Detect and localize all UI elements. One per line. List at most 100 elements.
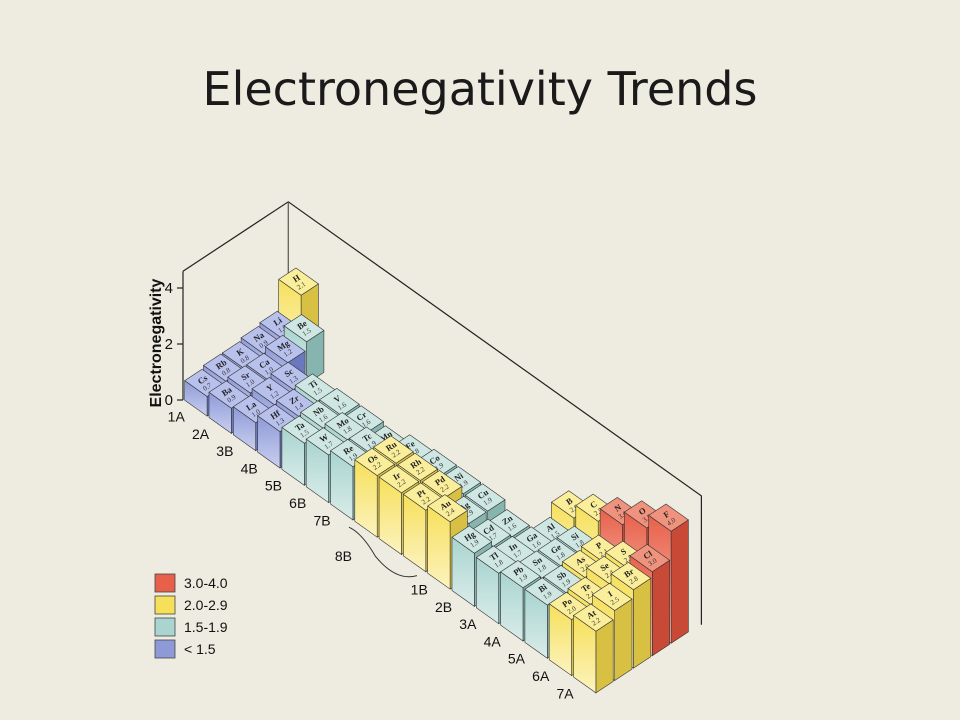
element-value: 1.3 — [288, 374, 300, 386]
element-value: 1.7 — [487, 531, 499, 543]
bar-side — [595, 619, 614, 694]
element-value: 2.1 — [585, 589, 597, 601]
bar-top — [283, 314, 325, 343]
element-value: 2.5 — [609, 595, 621, 607]
group-label: 6B — [289, 495, 306, 511]
group-label: 3A — [459, 616, 477, 632]
legend-label: < 1.5 — [184, 641, 216, 657]
bar-top — [278, 267, 319, 296]
bar-top — [629, 544, 671, 573]
element-value: 1.2 — [269, 389, 281, 401]
element-value: 3.0 — [647, 556, 659, 568]
element-symbol: H — [291, 272, 302, 284]
element-value: 2.0 — [566, 604, 578, 616]
element-symbol: N — [612, 501, 623, 513]
element-value: 1.8 — [574, 538, 586, 550]
bar-top — [373, 435, 414, 464]
bar-top — [354, 447, 396, 476]
element-value: 1.0 — [250, 407, 262, 419]
element-value: 1.8 — [493, 558, 505, 570]
element-value: 1.0 — [244, 377, 256, 389]
element-value: 1.8 — [536, 563, 548, 575]
y-axis-label: Electronegativity — [148, 278, 165, 407]
element-value: 4.0 — [665, 516, 677, 528]
slide-title: Electronegativity Trends — [202, 62, 758, 116]
element-value: 1.9 — [463, 508, 475, 520]
bar-top — [264, 334, 306, 363]
element-value: 1.9 — [458, 478, 470, 490]
element-value: 1.5 — [301, 326, 313, 338]
group-label: 3B — [216, 443, 233, 459]
bar-side — [633, 577, 652, 669]
element-value: 2.2 — [371, 460, 383, 472]
y-tick-label: 0 — [165, 392, 173, 409]
element-value: 2.2 — [590, 616, 602, 628]
element-value: 2.4 — [604, 568, 616, 580]
element-symbol: P — [594, 540, 604, 551]
element-symbol: S — [619, 546, 629, 557]
group-label: 7A — [556, 685, 574, 701]
element-value: 2.1 — [598, 547, 610, 559]
element-symbol: Co — [427, 452, 441, 466]
element-symbol: Zn — [500, 513, 514, 527]
element-value: 2.2 — [396, 477, 408, 489]
bar-side — [651, 559, 670, 657]
element-value: 1.6 — [317, 413, 329, 425]
element-value: 1.9 — [469, 538, 481, 550]
legend-label: 3.0-4.0 — [184, 575, 228, 591]
bar-top — [378, 465, 420, 494]
element-symbol: V — [332, 392, 343, 404]
bar-top — [397, 452, 439, 481]
group-label: 4A — [484, 633, 502, 649]
bar-top — [610, 562, 652, 591]
group-label: 2B — [435, 599, 452, 615]
element-value: 0.7 — [201, 381, 213, 393]
bar-top — [421, 470, 463, 499]
element-value: 1.5 — [299, 428, 311, 440]
element-value: 1.3 — [274, 416, 286, 428]
group-8b-bracket — [348, 526, 418, 578]
element-value: 1.6 — [360, 417, 372, 429]
element-value: 1.9 — [482, 496, 494, 508]
element-value: 1.0 — [263, 365, 275, 377]
bar-top — [464, 483, 506, 512]
bar-top — [500, 560, 541, 589]
element-value: 1.9 — [366, 439, 378, 451]
element-value: 3.0 — [617, 509, 629, 521]
element-symbol: Po — [560, 596, 573, 610]
element-value: 1.9 — [433, 461, 445, 473]
bar-At: At2.2 — [572, 603, 614, 694]
element-value: 2.4 — [444, 506, 456, 518]
legend-swatch — [154, 639, 176, 659]
bar-side — [670, 519, 689, 644]
element-value: 1.7 — [512, 548, 524, 560]
element-symbol: Re — [341, 443, 355, 457]
element-value: 1.5 — [549, 529, 561, 541]
element-value: 2.2 — [420, 495, 432, 507]
element-value: 2.2 — [390, 448, 402, 460]
bar-top — [318, 388, 360, 417]
element-symbol: Si — [569, 530, 581, 543]
y-tick-label: 2 — [165, 336, 173, 353]
group-label: 8B — [335, 548, 352, 564]
element-value: 1.4 — [293, 401, 305, 413]
legend-swatch — [154, 595, 176, 615]
element-value: 2.2 — [415, 465, 427, 477]
element-symbol: O — [637, 505, 648, 517]
group-label: 1B — [411, 581, 428, 597]
element-value: 0.8 — [220, 366, 232, 378]
element-value: 0.9 — [226, 393, 238, 405]
back-wall-outline — [182, 201, 703, 625]
legend-swatch — [154, 573, 176, 593]
element-value: 0.8 — [239, 353, 251, 365]
element-value: 2.2 — [439, 482, 451, 494]
element-value: 1.6 — [531, 539, 543, 551]
group-labels: 1A 2A 3B 4B 5B 6B 7B 8B 1B 2B 3A 4A 5A 6A 7A — [168, 408, 575, 701]
bar-top — [591, 582, 633, 611]
element-symbol: Cr — [355, 409, 369, 423]
element-value: 1.6 — [506, 521, 518, 533]
element-value: 2.1 — [295, 280, 307, 292]
